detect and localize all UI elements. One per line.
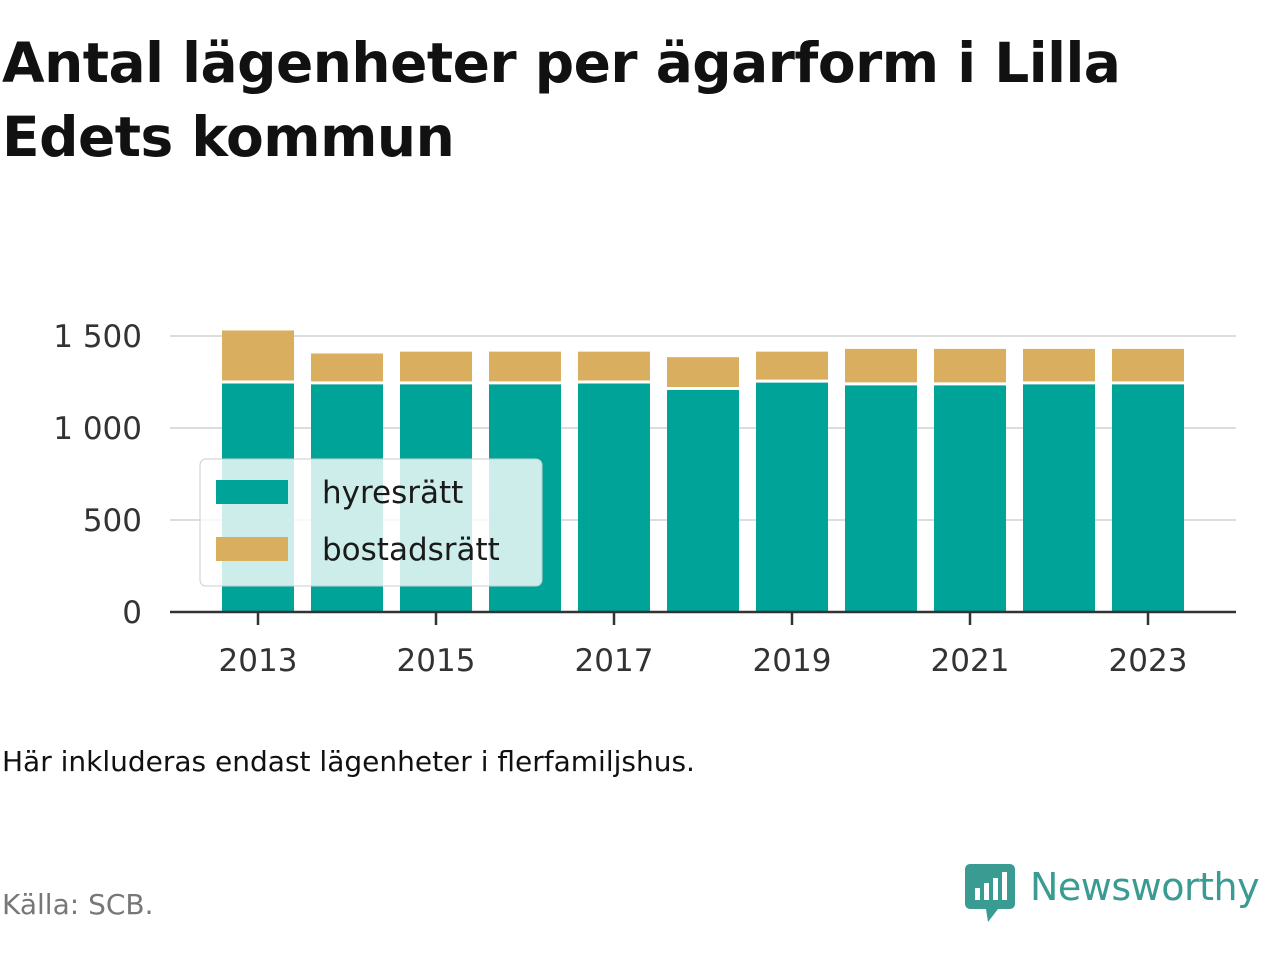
bar-hyresratt bbox=[1023, 382, 1095, 612]
bar-bostadsratt bbox=[489, 351, 561, 383]
bar-bostadsratt bbox=[578, 351, 650, 382]
y-tick-label: 500 bbox=[83, 503, 142, 539]
bar-bostadsratt bbox=[845, 348, 917, 384]
bar-bostadsratt bbox=[667, 357, 739, 389]
legend-label: bostadsrätt bbox=[322, 532, 500, 568]
newsworthy-brand[interactable]: Newsworthy bbox=[964, 862, 1260, 928]
chart-note: Här inkluderas endast lägenheter i flerf… bbox=[2, 745, 695, 778]
brand-name: Newsworthy bbox=[1030, 865, 1260, 909]
bar-hyresratt bbox=[578, 382, 650, 612]
bar-hyresratt bbox=[845, 383, 917, 612]
bar-bostadsratt bbox=[400, 351, 472, 383]
legend-swatch-bostadsratt bbox=[216, 537, 288, 561]
bar-bostadsratt bbox=[222, 330, 294, 382]
axes: 0 500 1 000 1 500 2013 2015 2017 2019 2021 2023 bbox=[53, 319, 1236, 679]
legend-swatch-hyresratt bbox=[216, 480, 288, 504]
newsworthy-logo-icon bbox=[965, 864, 1015, 922]
legend-label: hyresrätt bbox=[322, 475, 463, 511]
bar-hyresratt bbox=[756, 381, 828, 612]
bar-bostadsratt bbox=[756, 351, 828, 382]
chart-title: Antal lägenheter per ägarform i Lilla Ed… bbox=[2, 31, 1121, 169]
bar-bostadsratt bbox=[934, 348, 1006, 384]
x-tick-label: 2017 bbox=[575, 643, 654, 679]
y-tick-label: 1 000 bbox=[53, 411, 142, 447]
x-tick-label: 2013 bbox=[219, 643, 298, 679]
bar-hyresratt bbox=[934, 383, 1006, 612]
bar-hyresratt bbox=[667, 388, 739, 612]
legend: hyresrätt bostadsrätt bbox=[199, 458, 543, 587]
y-tick-label: 0 bbox=[122, 595, 142, 631]
bar-bostadsratt bbox=[1112, 348, 1184, 383]
x-tick-label: 2015 bbox=[397, 643, 476, 679]
x-tick-label: 2021 bbox=[931, 643, 1010, 679]
y-tick-label: 1 500 bbox=[53, 319, 142, 355]
bar-hyresratt bbox=[1112, 382, 1184, 612]
source-label: Källa: SCB. bbox=[2, 888, 154, 921]
bar-bostadsratt bbox=[1023, 348, 1095, 383]
stacked-bar-chart: 0 500 1 000 1 500 2013 2015 2017 2019 2021 2023 h… bbox=[53, 319, 1236, 679]
x-tick-label: 2019 bbox=[753, 643, 832, 679]
bar-bostadsratt bbox=[311, 353, 383, 383]
x-tick-label: 2023 bbox=[1109, 643, 1188, 679]
